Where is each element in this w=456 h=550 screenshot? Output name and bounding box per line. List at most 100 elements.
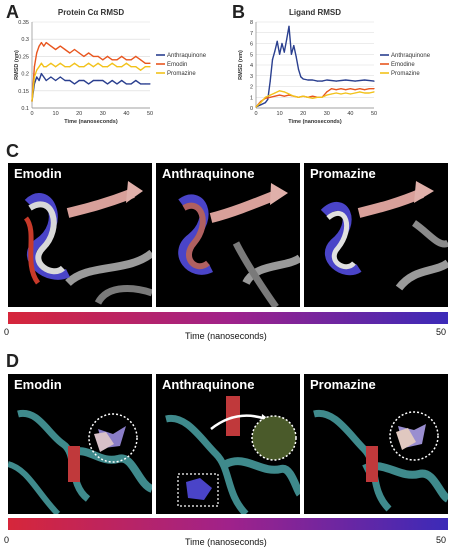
data-point [274, 92, 276, 94]
data-point [88, 52, 90, 54]
legend-entry: Anthraquinone [167, 53, 207, 59]
data-point [102, 79, 104, 82]
emodin-label: Emodin [14, 166, 62, 181]
data-point [102, 66, 104, 68]
data-point [97, 79, 99, 82]
data-point [354, 92, 356, 94]
x-tick-label: 10 [277, 111, 283, 117]
data-point [50, 45, 52, 47]
data-point [297, 96, 300, 98]
data-point [264, 96, 267, 98]
data-point [290, 53, 292, 55]
timebar-c-label: Time (nanoseconds) [185, 331, 267, 341]
data-point [73, 48, 76, 51]
data-point [269, 94, 271, 96]
data-point [116, 59, 118, 61]
data-point [349, 88, 351, 90]
data-point [33, 66, 35, 68]
data-point [130, 66, 132, 68]
anthraquinone-label-d: Anthraquinone [162, 377, 255, 392]
data-point [55, 66, 57, 68]
data-point [106, 66, 109, 68]
data-point [121, 55, 123, 58]
legend-entry: Promazine [167, 71, 196, 77]
x-tick-label: 20 [300, 111, 306, 117]
data-point [40, 42, 43, 44]
data-point [363, 79, 366, 81]
data-point [283, 51, 285, 53]
data-point [312, 79, 314, 81]
y-tick-label: 0.3 [21, 37, 29, 43]
panel-d-promazine-image: Promazine [304, 374, 448, 514]
data-point [363, 92, 366, 94]
data-point [139, 83, 142, 85]
data-point [59, 76, 61, 78]
data-point [78, 66, 80, 68]
x-tick-label: 50 [147, 111, 153, 117]
timebar-d-end: 50 [436, 535, 447, 545]
panel-letter-d: D [6, 351, 19, 371]
data-point [116, 83, 118, 85]
y-tick-label: 7 [250, 31, 253, 37]
data-point [102, 59, 104, 61]
data-point [111, 59, 113, 61]
data-point [88, 62, 90, 64]
y-tick-label: 0 [250, 106, 253, 112]
data-point [55, 79, 57, 82]
data-point [83, 55, 85, 58]
data-point [300, 76, 302, 78]
y-tick-label: 2 [250, 85, 253, 91]
x-tick-label: 30 [324, 111, 330, 117]
data-point [116, 66, 118, 68]
y-tick-label: 0.25 [18, 54, 29, 60]
data-point [279, 94, 281, 96]
y-tick-label: 0.1 [21, 106, 29, 112]
series-line-0 [255, 25, 375, 108]
timebar-c-start: 0 [4, 327, 10, 337]
data-point [45, 42, 47, 44]
y-tick-label: 0.15 [18, 89, 29, 95]
data-point [363, 89, 366, 91]
data-point [260, 102, 262, 104]
data-point [283, 95, 285, 97]
data-point [78, 79, 80, 82]
data-point [321, 96, 323, 98]
data-point [64, 79, 66, 82]
data-point [139, 69, 142, 71]
data-point [271, 59, 274, 61]
data-point [78, 52, 80, 54]
data-point [149, 83, 151, 85]
data-point [135, 79, 137, 82]
x-tick-label: 0 [30, 111, 33, 117]
data-point [335, 89, 337, 91]
data-point [125, 62, 127, 64]
data-point [144, 83, 146, 85]
protein-structure-illustration [320, 181, 448, 291]
data-point [111, 62, 113, 64]
data-point [373, 91, 375, 93]
data-point [297, 68, 300, 70]
x-tick-label: 20 [76, 111, 82, 117]
data-point [130, 59, 132, 61]
data-point [59, 45, 61, 47]
data-point [269, 96, 271, 98]
data-point [302, 78, 304, 80]
x-tick-label: 30 [100, 111, 106, 117]
time-colorbar-c [8, 312, 448, 324]
data-point [92, 66, 94, 68]
y-tick-label: 3 [250, 74, 253, 80]
data-point [283, 91, 285, 93]
data-point [43, 76, 45, 78]
data-point [293, 45, 295, 47]
data-point [36, 52, 38, 54]
data-point [33, 76, 35, 78]
promazine-label: Promazine [310, 166, 376, 181]
data-point [316, 96, 318, 98]
panel-letter-a: A [6, 2, 19, 22]
y-tick-label: 0.2 [21, 72, 29, 78]
data-point [279, 90, 281, 92]
data-point [125, 83, 127, 85]
data-point [144, 66, 146, 68]
data-point [111, 79, 113, 82]
data-point [31, 100, 33, 102]
